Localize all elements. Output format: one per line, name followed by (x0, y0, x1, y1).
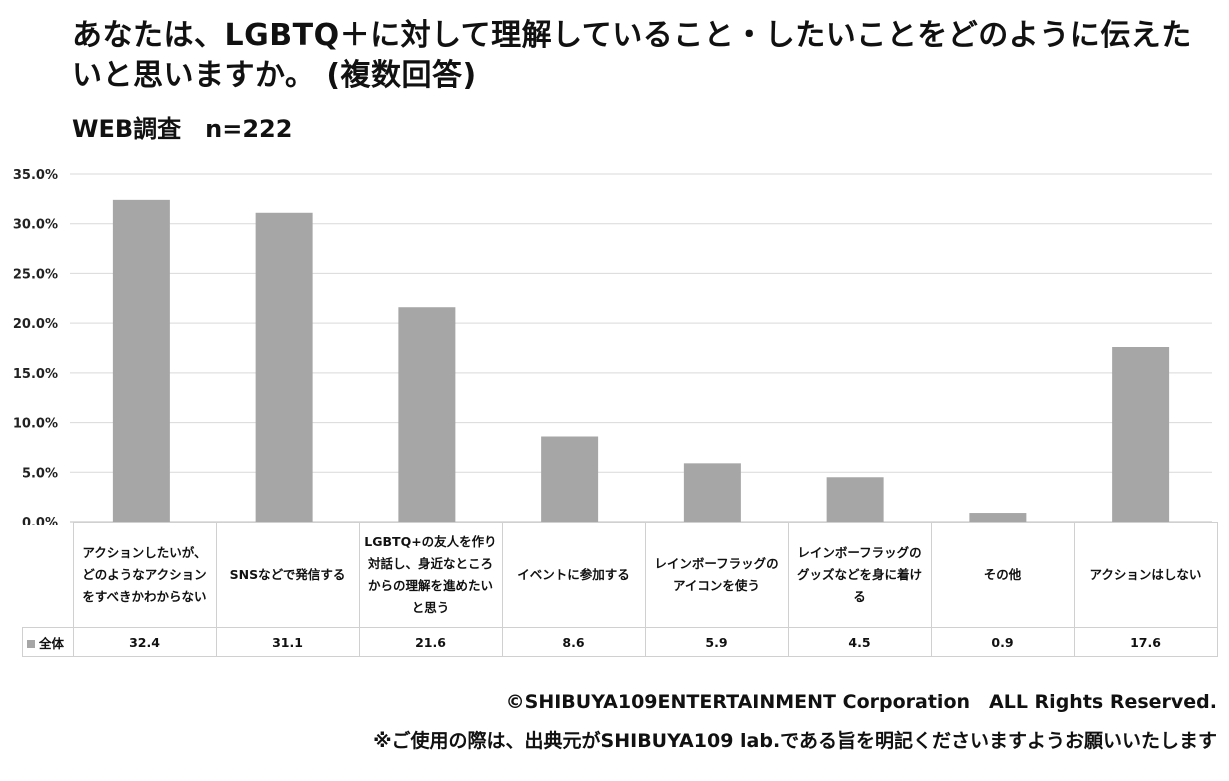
category-label: その他 (930, 522, 1075, 628)
bar (541, 436, 599, 522)
value-label: 17.6 (1073, 627, 1218, 657)
category-label: レインボーフラッグのグッズなどを身に着ける (787, 522, 932, 628)
value-label: 21.6 (358, 627, 503, 657)
value-label: 8.6 (501, 627, 646, 657)
category-label: アクションしたいが、どのようなアクションをすべきかわからない (72, 522, 217, 628)
chart-title: あなたは、LGBTQ＋に対して理解していること・したいことをどのように伝えたいと… (72, 18, 1192, 93)
copyright-text: ©SHIBUYA109ENTERTAINMENT Corporation ALL… (505, 691, 1217, 713)
legend-swatch (27, 640, 35, 648)
y-tick-label: 30.0% (13, 218, 58, 233)
bar (398, 307, 456, 522)
value-row: 全体 32.4 31.1 21.6 8.6 5.9 4.5 0.9 17.6 (22, 627, 1218, 657)
category-row: アクションしたいが、どのようなアクションをすべきかわからない SNSなどで発信する… (22, 522, 1218, 628)
category-label: イベントに参加する (501, 522, 646, 628)
category-label: LGBTQ+の友人を作り対話し、身近なところからの理解を進めたいと思う (358, 522, 503, 628)
value-label: 0.9 (930, 627, 1075, 657)
value-label: 4.5 (787, 627, 932, 657)
category-label: アクションはしない (1073, 522, 1218, 628)
value-label: 5.9 (644, 627, 789, 657)
usage-note: ※ご使用の際は、出典元がSHIBUYA109 lab.である旨を明記くださいます… (373, 730, 1217, 752)
bar (826, 477, 884, 522)
value-label: 31.1 (215, 627, 360, 657)
bar (112, 199, 170, 522)
y-tick-label: 0.0% (22, 516, 58, 525)
category-label: SNSなどで発信する (215, 522, 360, 628)
value-label: 32.4 (72, 627, 217, 657)
y-tick-label: 10.0% (13, 417, 58, 432)
data-table: アクションしたいが、どのようなアクションをすべきかわからない SNSなどで発信する… (22, 522, 1218, 657)
legend-label: 全体 (39, 635, 65, 651)
category-label: レインボーフラッグのアイコンを使う (644, 522, 789, 628)
bar-chart: 0.0% 5.0% 10.0% 15.0% 20.0% 25.0% 30.0% 35.0% (13, 168, 1212, 525)
table-corner (22, 522, 74, 628)
bar (255, 212, 313, 522)
legend-cell: 全体 (22, 627, 74, 657)
chart-subtitle: WEB調査 n=222 (72, 115, 293, 143)
y-tick-label: 20.0% (13, 317, 58, 332)
bar (1112, 347, 1170, 522)
y-tick-label: 25.0% (13, 267, 58, 282)
y-tick-label: 35.0% (13, 168, 58, 183)
bar (683, 463, 741, 522)
y-tick-label: 5.0% (22, 466, 58, 481)
bar (969, 513, 1027, 522)
y-tick-label: 15.0% (13, 367, 58, 382)
